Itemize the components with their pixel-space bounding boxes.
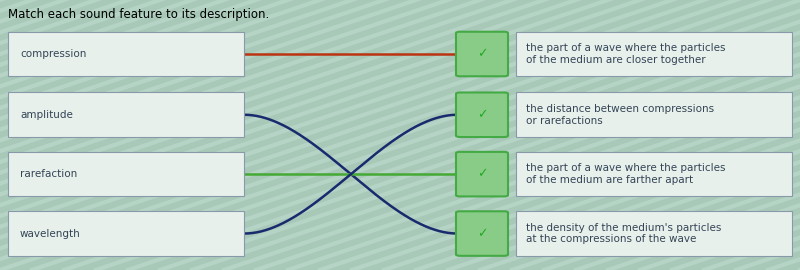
FancyBboxPatch shape <box>516 32 792 76</box>
Text: the density of the medium's particles
at the compressions of the wave: the density of the medium's particles at… <box>526 223 721 244</box>
FancyBboxPatch shape <box>456 92 508 137</box>
FancyBboxPatch shape <box>456 152 508 197</box>
FancyBboxPatch shape <box>8 211 244 256</box>
FancyBboxPatch shape <box>516 92 792 137</box>
FancyBboxPatch shape <box>8 152 244 197</box>
Text: ✓: ✓ <box>477 108 487 121</box>
Text: wavelength: wavelength <box>20 228 81 239</box>
FancyBboxPatch shape <box>456 211 508 256</box>
Text: compression: compression <box>20 49 86 59</box>
Text: ✓: ✓ <box>477 227 487 240</box>
Text: Match each sound feature to its description.: Match each sound feature to its descript… <box>8 8 270 21</box>
Text: ✓: ✓ <box>477 168 487 181</box>
FancyBboxPatch shape <box>8 92 244 137</box>
Text: the part of a wave where the particles
of the medium are farther apart: the part of a wave where the particles o… <box>526 163 725 185</box>
FancyBboxPatch shape <box>456 32 508 76</box>
Text: the distance between compressions
or rarefactions: the distance between compressions or rar… <box>526 104 714 126</box>
Text: ✓: ✓ <box>477 48 487 60</box>
Text: the part of a wave where the particles
of the medium are closer together: the part of a wave where the particles o… <box>526 43 725 65</box>
Text: amplitude: amplitude <box>20 110 73 120</box>
FancyBboxPatch shape <box>8 32 244 76</box>
FancyBboxPatch shape <box>516 211 792 256</box>
Text: rarefaction: rarefaction <box>20 169 78 179</box>
FancyBboxPatch shape <box>516 152 792 197</box>
